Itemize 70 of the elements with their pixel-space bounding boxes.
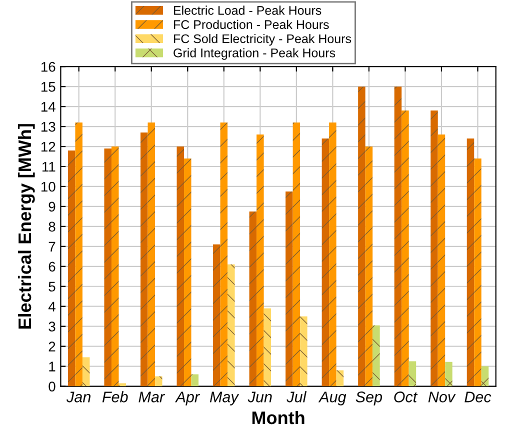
bar (184, 158, 192, 386)
y-tick-label: 4 (48, 302, 56, 312)
legend-label: FC Sold Electricity - Peak Hours (174, 34, 352, 46)
bar (249, 211, 257, 386)
bar (474, 158, 482, 386)
y-tick-label: 15 (41, 82, 56, 92)
bar (372, 325, 380, 386)
x-tick-label: Jan (66, 392, 90, 402)
y-tick-label: 10 (41, 182, 56, 192)
y-tick-label: 7 (48, 242, 56, 252)
bar (228, 264, 235, 386)
y-tick-label: 9 (48, 202, 56, 212)
bar (408, 361, 416, 386)
bar (466, 138, 474, 386)
bar (191, 374, 199, 386)
bar (402, 110, 409, 386)
x-tick-label: May (210, 392, 240, 406)
bar (220, 122, 228, 386)
x-tick-label: Apr (175, 392, 200, 406)
bar (438, 134, 446, 386)
y-tick-label: 3 (48, 322, 56, 332)
bar (394, 86, 402, 386)
bar (292, 122, 300, 386)
bar (68, 150, 76, 386)
y-tick-label: 0 (48, 382, 56, 392)
y-tick-label: 12 (41, 142, 56, 152)
bar (300, 316, 308, 386)
bar (140, 132, 148, 386)
legend-label: Electric Load - Peak Hours (174, 6, 322, 15)
y-axis-title: Electrical Energy [MWh] (18, 124, 35, 329)
bar (286, 191, 293, 386)
bar (75, 122, 82, 386)
bar (213, 244, 220, 386)
y-tick-label: 8 (48, 222, 56, 232)
x-tick-label: Sep (356, 392, 382, 406)
x-axis-title: Month (252, 410, 304, 424)
y-tick-label: 16 (41, 62, 56, 72)
legend-label: Grid Integration - Peak Hours (174, 48, 336, 60)
x-tick-label: Mar (138, 392, 166, 402)
bar (82, 357, 90, 386)
bar (104, 148, 112, 386)
bar (336, 370, 344, 386)
y-tick-label: 1 (49, 362, 56, 372)
y-tick-label: 14 (41, 102, 56, 112)
x-tick-label: Feb (102, 391, 128, 402)
bar (176, 146, 184, 386)
legend-label: FC Production - Peak Hours (174, 20, 329, 30)
y-tick-label: 13 (41, 122, 56, 132)
x-tick-label: Dec (464, 392, 492, 402)
y-tick-label: 2 (48, 342, 56, 352)
x-tick-label: Aug (318, 392, 346, 406)
bar (155, 376, 162, 386)
x-tick-label: Jul (286, 391, 307, 402)
bar (322, 138, 330, 386)
x-tick-label: Oct (394, 392, 418, 402)
bar (481, 366, 489, 386)
bar (358, 86, 366, 386)
bar (430, 110, 438, 386)
bar (329, 122, 336, 386)
bar (256, 134, 264, 386)
bar (365, 146, 373, 386)
y-tick-label: 5 (48, 282, 56, 292)
bar (264, 308, 272, 386)
bar (111, 146, 119, 386)
x-tick-label: Nov (428, 392, 456, 402)
bar (148, 122, 156, 386)
bar (445, 362, 452, 386)
y-tick-label: 6 (48, 262, 56, 272)
y-tick-label: 11 (42, 162, 56, 172)
x-tick-label: Jun (248, 392, 272, 402)
